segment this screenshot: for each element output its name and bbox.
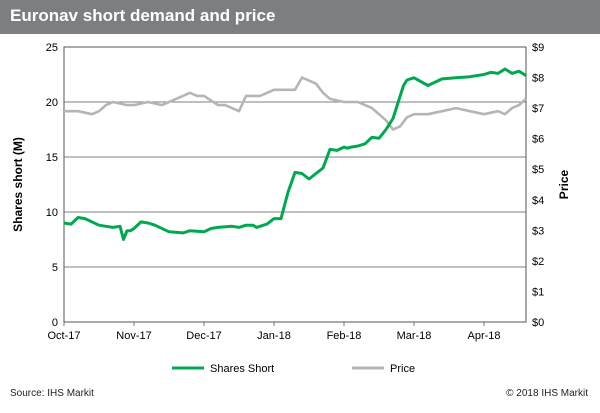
y2-tick-label: $2 xyxy=(532,256,544,268)
y2-tick-label: $0 xyxy=(532,317,544,329)
legend-label-price: Price xyxy=(390,363,415,375)
shares-short-series xyxy=(63,67,527,241)
y-axis-right-ticks: $0 $1 $2 $3 $4 $5 $6 $7 $8 $9 xyxy=(532,42,544,329)
price-line xyxy=(64,76,527,131)
y-tick-label: 10 xyxy=(46,207,58,219)
legend-label-shares-short: Shares Short xyxy=(210,363,274,375)
x-tick-label: Jan-18 xyxy=(257,330,291,342)
x-axis-ticks: Oct-17 Nov-17 Dec-17 Jan-18 Feb-18 Mar-18 Apr-… xyxy=(47,322,501,342)
y2-tick-label: $3 xyxy=(532,225,544,237)
x-tick-label: Feb-18 xyxy=(327,330,362,342)
x-tick-label: Apr-18 xyxy=(467,330,500,342)
source-note: Source: IHS Markit xyxy=(10,388,94,399)
y2-tick-label: $6 xyxy=(532,134,544,146)
gridlines xyxy=(64,101,526,268)
y-tick-label: 25 xyxy=(46,42,58,54)
y-axis-left-ticks: 0 5 10 15 20 25 xyxy=(46,42,58,329)
y2-tick-label: $1 xyxy=(532,286,544,298)
y-tick-label: 5 xyxy=(52,262,58,274)
y-tick-label: 20 xyxy=(46,97,58,109)
x-tick-label: Nov-17 xyxy=(116,330,151,342)
y2-tick-label: $7 xyxy=(532,103,544,115)
chart-title: Euronav short demand and price xyxy=(10,6,276,25)
shares-short-line xyxy=(63,67,527,241)
x-tick-label: Oct-17 xyxy=(47,330,80,342)
plot-frame xyxy=(63,46,527,323)
legend: Shares Short Price xyxy=(172,363,415,375)
x-tick-label: Mar-18 xyxy=(397,330,432,342)
y2-tick-label: $8 xyxy=(532,73,544,85)
y-tick-label: 15 xyxy=(46,152,58,164)
price-series xyxy=(64,76,527,131)
y2-tick-label: $9 xyxy=(532,42,544,54)
title-bar: Euronav short demand and price xyxy=(0,0,600,34)
copyright-note: © 2018 IHS Markit xyxy=(506,388,588,399)
x-tick-label: Dec-17 xyxy=(186,330,221,342)
y2-tick-label: $4 xyxy=(532,195,544,207)
y2-axis-label: Price xyxy=(557,169,571,199)
y-tick-label: 0 xyxy=(52,317,58,329)
y-axis-label: Shares short (M) xyxy=(11,137,25,232)
y2-tick-label: $5 xyxy=(532,164,544,176)
